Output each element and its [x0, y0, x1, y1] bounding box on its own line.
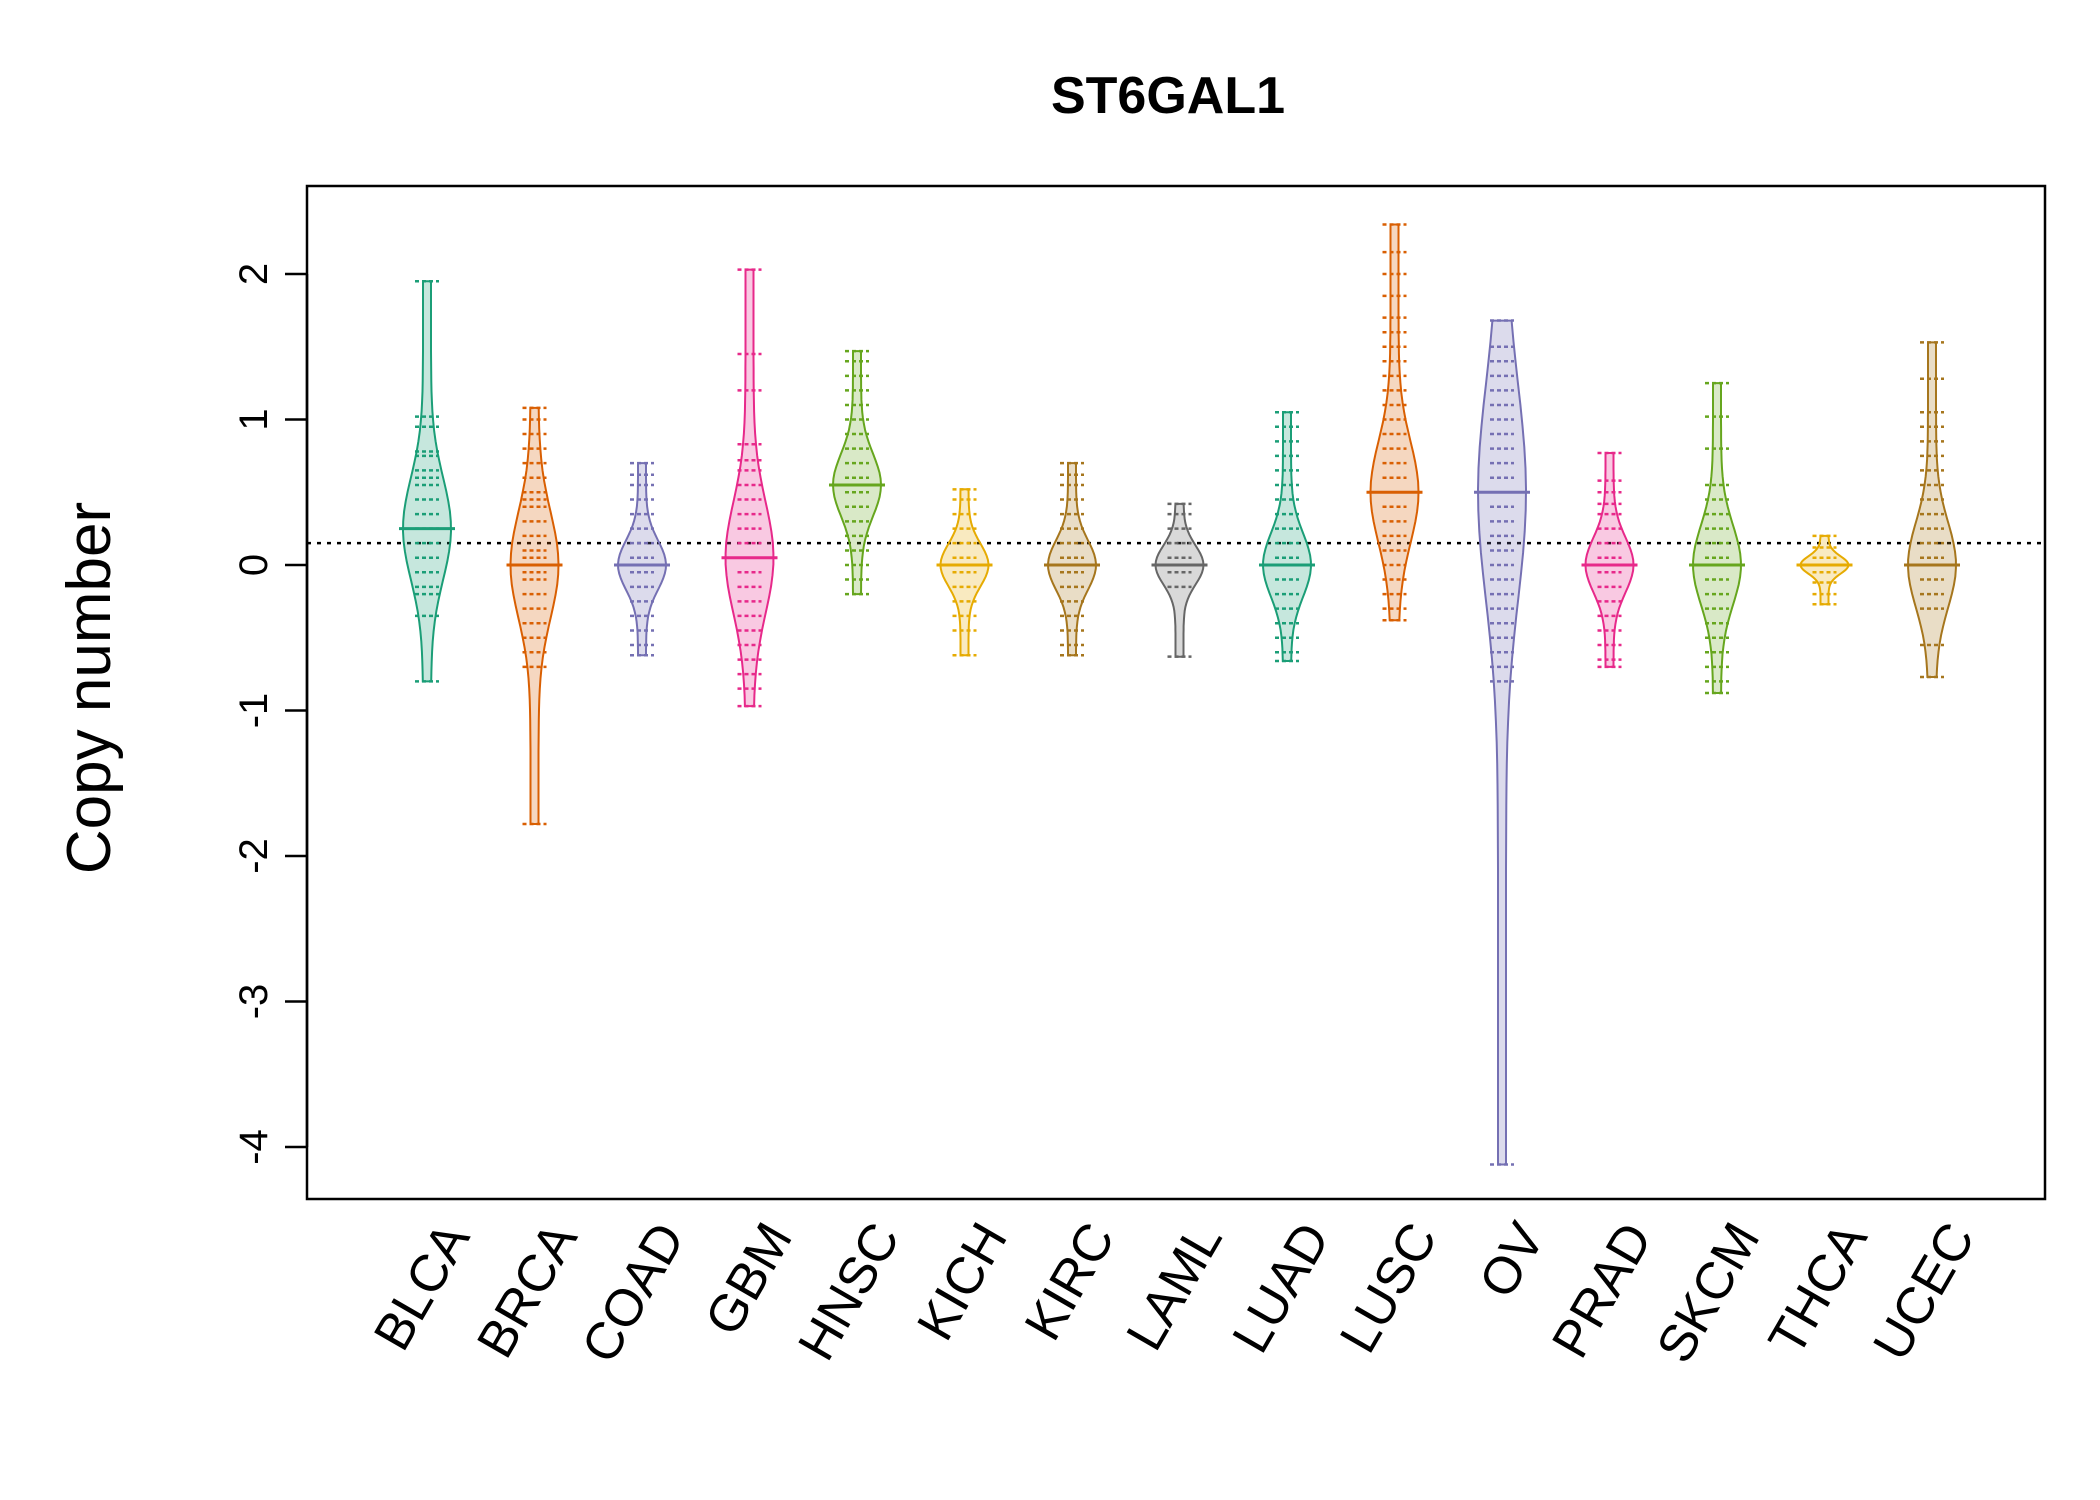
- bean-outline: [1262, 411, 1312, 662]
- bean-outline: [401, 280, 453, 683]
- bean-coad: [614, 461, 670, 657]
- x-tick-label: THCA: [1758, 1213, 1879, 1365]
- y-tick-label: -4: [232, 1129, 276, 1165]
- x-tick-label: UCEC: [1862, 1213, 1986, 1370]
- x-tick-label: PRAD: [1541, 1213, 1663, 1367]
- x-tick-label: LAML: [1116, 1213, 1234, 1360]
- bean-prad: [1581, 451, 1638, 669]
- x-tick-label: KICH: [906, 1213, 1018, 1350]
- bean-outline: [831, 350, 883, 596]
- bean-blca: [399, 280, 455, 683]
- y-tick-label: -2: [232, 838, 276, 874]
- x-tick-label: KIRC: [1014, 1213, 1126, 1350]
- bean-outline: [509, 406, 560, 825]
- bean-outline: [1584, 452, 1635, 668]
- bean-outline: [724, 268, 775, 708]
- x-tick-label: BLCA: [363, 1213, 481, 1360]
- bean-thca: [1796, 534, 1853, 606]
- x-tick-label: LUAD: [1222, 1213, 1342, 1362]
- bean-outline: [1154, 502, 1205, 658]
- bean-outline: [1692, 382, 1742, 694]
- bean-outline: [1799, 534, 1850, 606]
- bean-luad: [1259, 410, 1315, 663]
- bean-ucec: [1904, 341, 1960, 679]
- y-tick-label: -1: [232, 693, 276, 729]
- bean-gbm: [721, 268, 778, 708]
- bean-brca: [506, 406, 563, 826]
- bean-skcm: [1689, 381, 1745, 695]
- bean-outline: [939, 488, 990, 657]
- y-tick-label: 2: [232, 263, 276, 285]
- x-tick-label: GBM: [694, 1213, 803, 1345]
- plot-frame: [305, 184, 2047, 1201]
- y-axis-label: Copy number: [55, 502, 124, 874]
- x-tick-label: SKCM: [1646, 1213, 1771, 1372]
- bean-group: [399, 223, 1960, 1166]
- bean-outline: [1476, 319, 1528, 1166]
- y-tick-label: 0: [232, 554, 276, 576]
- bean-lusc: [1366, 223, 1423, 622]
- bean-kich: [936, 488, 993, 657]
- x-tick-label: LUSC: [1329, 1213, 1449, 1362]
- x-tick-label: OV: [1468, 1213, 1556, 1307]
- bean-outline: [1046, 462, 1098, 657]
- bean-hnsc: [829, 349, 885, 596]
- bean-outline: [1907, 341, 1957, 678]
- y-tick-label: 1: [232, 408, 276, 430]
- bean-outline: [1369, 223, 1420, 622]
- bean-ov: [1474, 319, 1530, 1166]
- x-tick-label: COAD: [571, 1213, 696, 1372]
- bean-outline: [616, 462, 668, 657]
- y-axis: -4 -3 -2 -1 0 1 2: [232, 263, 309, 1165]
- bean-laml: [1151, 502, 1208, 658]
- y-tick-label: -3: [232, 984, 276, 1020]
- x-tick-label: HNSC: [787, 1213, 911, 1370]
- bean-kirc: [1044, 461, 1100, 657]
- chart-title: ST6GAL1: [1051, 67, 1285, 125]
